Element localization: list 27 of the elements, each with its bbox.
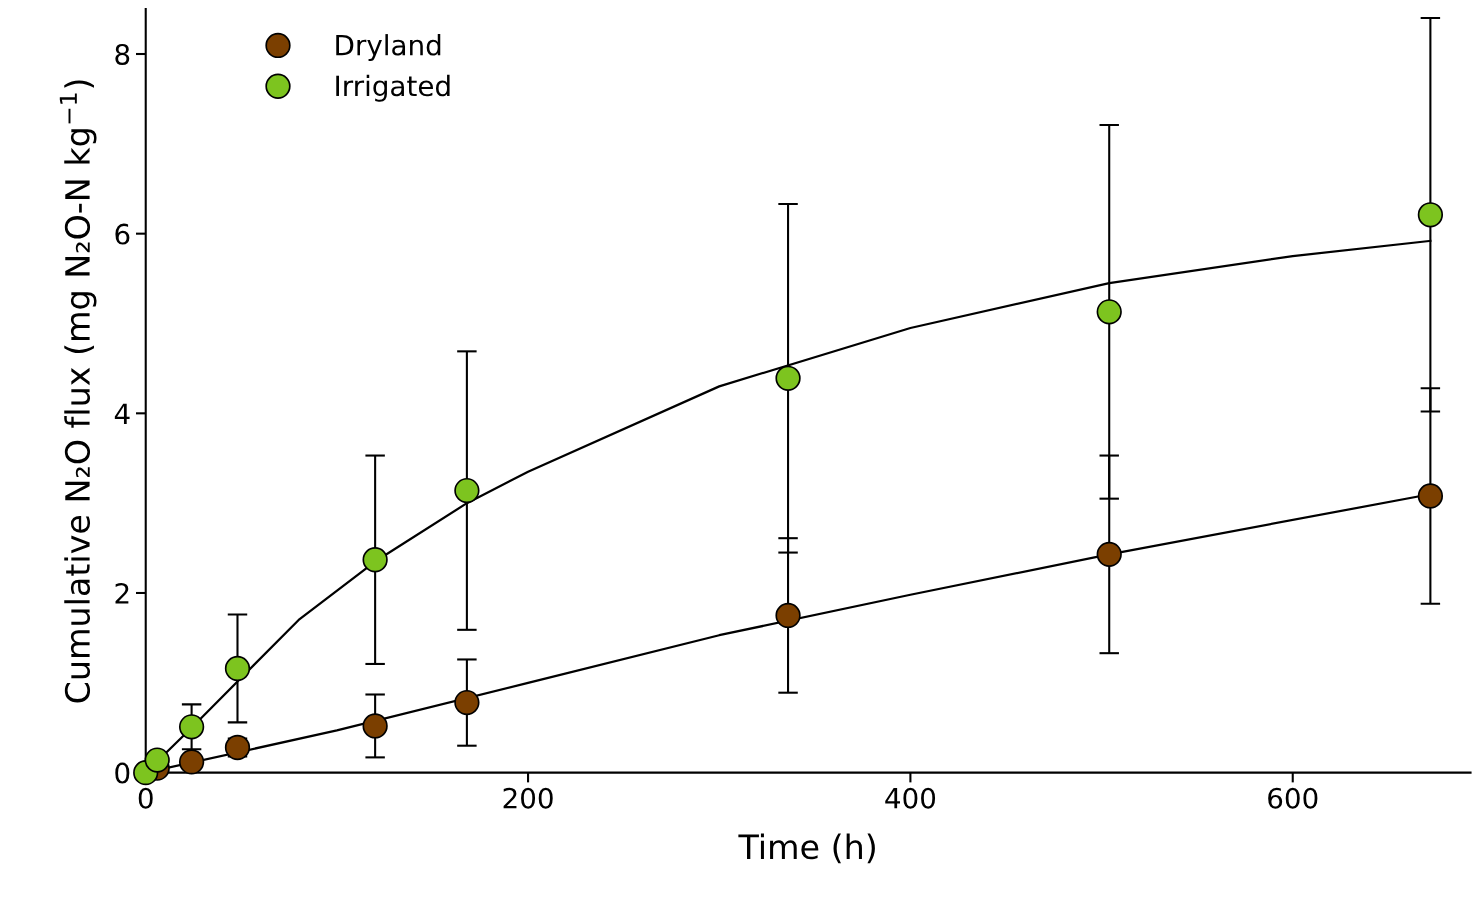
point [775,602,801,629]
point [362,547,388,573]
point [144,747,170,773]
legend-label: Dryland [336,34,441,61]
y-tick-label: 0 [115,762,130,784]
point [1096,541,1122,568]
point [178,714,205,740]
y-tick-label: 6 [115,223,130,245]
legend-label: Irrigated [336,74,450,102]
x-tick-label: 0 [138,787,153,809]
x-tick-label: 400 [885,787,936,809]
y-tick-label: 4 [114,403,130,424]
point [1417,202,1444,228]
point [1417,483,1444,509]
x-tick-label: 600 [1268,787,1318,809]
point [454,477,480,504]
point [1096,299,1122,325]
x-tick-label: 200 [503,787,553,809]
point [454,689,480,716]
point [224,655,251,682]
point [178,749,205,775]
x-axis-title: Time (h) [738,833,875,864]
y-axis-title: Cumulative N₂O flux (mg N₂O-N kg$^{−1}$) [59,80,97,703]
y-tick-label: 2 [115,582,129,604]
point [775,365,801,391]
point [362,713,388,739]
y-tick-label: 8 [115,43,130,65]
